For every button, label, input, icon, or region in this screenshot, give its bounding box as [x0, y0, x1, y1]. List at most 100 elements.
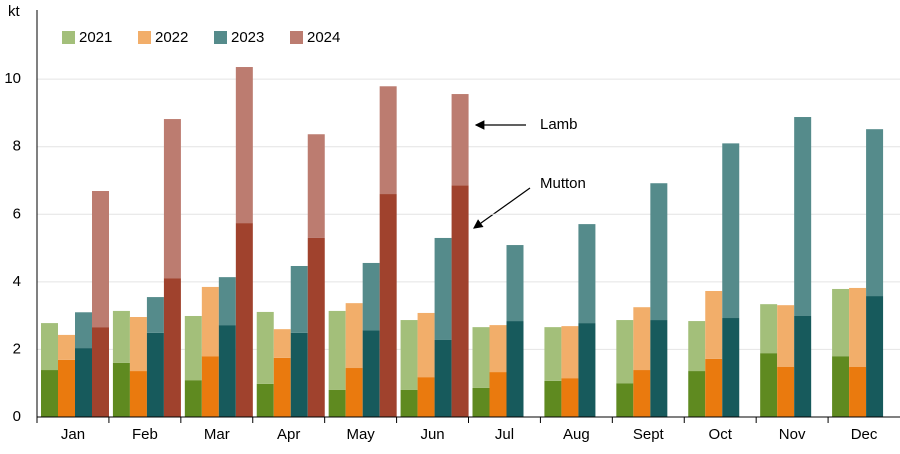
mutton-bar: [328, 389, 346, 417]
lamb-bar: [345, 303, 363, 369]
y-tick-label: 6: [13, 205, 21, 222]
mutton-bar: [235, 223, 253, 417]
mutton-bar: [146, 332, 164, 417]
legend-label: 2022: [155, 29, 188, 46]
y-tick-label: 4: [13, 273, 21, 290]
lamb-bar: [112, 310, 130, 363]
mutton-bar: [832, 356, 850, 417]
mutton-bar: [92, 327, 109, 417]
mutton-bar: [866, 296, 884, 417]
mutton-bar: [434, 339, 452, 417]
x-tick-label: Apr: [277, 426, 300, 443]
y-tick-label: 8: [13, 138, 21, 155]
lamb-bar: [489, 325, 507, 373]
y-unit: kt: [8, 3, 21, 20]
legend-swatch: [138, 31, 151, 44]
mutton-bar: [472, 387, 490, 417]
mutton-bar: [256, 383, 274, 417]
x-tick-label: Mar: [204, 426, 230, 443]
lamb-bar: [561, 326, 579, 379]
mutton-bar: [633, 370, 651, 417]
arrow: [473, 187, 531, 229]
mutton-bar: [417, 377, 435, 417]
mutton-bar: [544, 380, 562, 417]
lamb-bar: [794, 117, 812, 316]
mutton-bar: [489, 372, 507, 417]
y-tick-label: 10: [4, 70, 21, 87]
x-tick-label: Nov: [779, 426, 806, 443]
mutton-bar: [58, 359, 75, 417]
lamb-bar: [544, 327, 562, 381]
lamb-bar: [832, 288, 850, 357]
lamb-bar: [129, 317, 147, 372]
mutton-bar: [616, 383, 634, 417]
mutton-bar: [688, 371, 706, 417]
x-tick-label: Aug: [563, 426, 590, 443]
lamb-bar: [328, 310, 346, 390]
mutton-bar: [290, 332, 308, 417]
lamb-bar: [650, 183, 668, 321]
annotation: Mutton: [540, 175, 586, 192]
mutton-bar: [218, 325, 236, 417]
mutton-bar: [561, 378, 579, 417]
legend-swatch: [290, 31, 303, 44]
lamb-bar: [75, 312, 92, 349]
mutton-bar: [307, 237, 325, 417]
lamb-bar: [41, 323, 58, 371]
lamb-bar: [362, 262, 380, 331]
mutton-bar: [451, 185, 469, 417]
lamb-bar: [722, 143, 740, 319]
mutton-bar: [705, 358, 723, 417]
lamb-bar: [506, 245, 524, 322]
lamb-bar: [273, 329, 291, 358]
lamb-bar: [633, 307, 651, 371]
lamb-bar: [417, 312, 435, 378]
lamb-bar: [849, 287, 867, 368]
mutton-bar: [273, 357, 291, 417]
lamb-bar: [434, 237, 452, 340]
mutton-bar: [129, 371, 147, 417]
mutton-bar: [379, 194, 397, 417]
y-tick-label: 2: [13, 340, 21, 357]
x-tick-label: Jan: [61, 426, 85, 443]
mutton-bar: [777, 367, 795, 417]
legend-label: 2024: [307, 29, 340, 46]
lamb-bar: [866, 129, 884, 297]
lamb-bar: [184, 315, 202, 381]
mutton-bar: [163, 278, 181, 417]
lamb-bar: [616, 320, 634, 384]
x-tick-label: Oct: [709, 426, 733, 443]
mutton-bar: [849, 367, 867, 417]
mutton-bar: [650, 320, 668, 417]
lamb-bar: [256, 311, 274, 384]
mutton-bar: [184, 380, 202, 417]
lamb-bar: [92, 191, 109, 328]
lamb-bar: [705, 290, 723, 359]
mutton-bar: [201, 356, 219, 417]
lamb-bar: [201, 286, 219, 357]
x-tick-label: Dec: [851, 426, 878, 443]
legend-swatch: [214, 31, 227, 44]
lamb-bar: [578, 224, 596, 324]
mutton-bar: [75, 348, 92, 417]
lamb-bar: [163, 119, 181, 279]
mutton-bar: [345, 368, 363, 417]
mutton-bar: [794, 315, 812, 417]
x-tick-label: May: [346, 426, 375, 443]
mutton-bar: [722, 318, 740, 417]
y-tick-label: 0: [13, 408, 21, 425]
lamb-bar: [688, 321, 706, 372]
x-tick-label: Jul: [495, 426, 514, 443]
lamb-bar: [451, 94, 469, 186]
mutton-bar: [506, 321, 524, 417]
lamb-bar: [760, 304, 778, 354]
legend-label: 2023: [231, 29, 264, 46]
x-tick-label: Jun: [420, 426, 444, 443]
lamb-bar: [218, 277, 236, 326]
mutton-bar: [760, 353, 778, 417]
x-tick-label: Feb: [132, 426, 158, 443]
mutton-bar: [400, 389, 418, 417]
mutton-bar: [362, 330, 380, 417]
lamb-bar: [379, 86, 397, 195]
lamb-bar: [235, 67, 253, 224]
